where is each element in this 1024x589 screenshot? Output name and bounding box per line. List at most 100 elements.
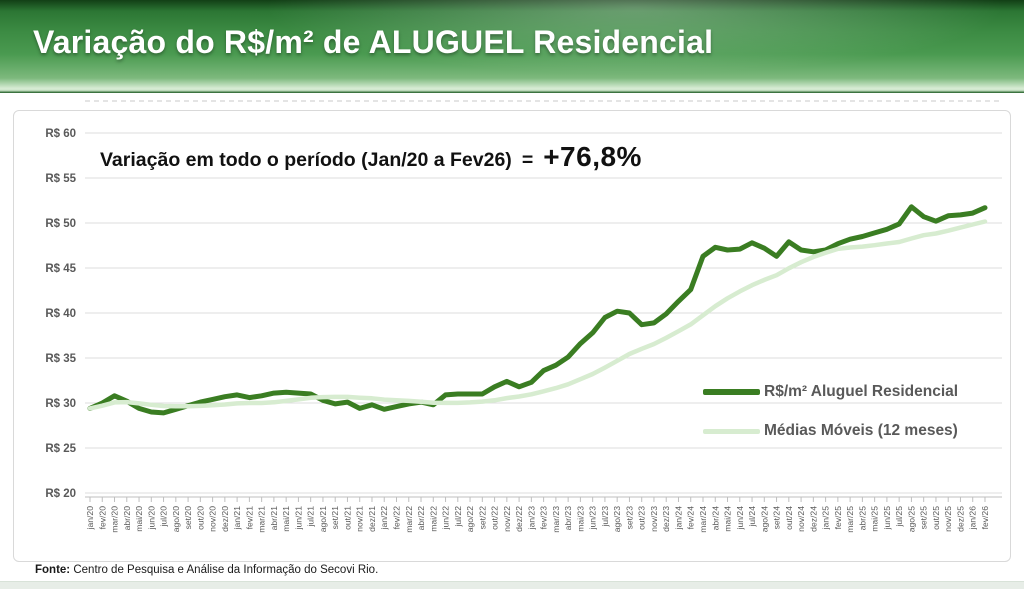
y-axis-tick-label: R$ 20 [45,488,76,500]
x-axis-tick-label: fev/26 [980,506,990,530]
x-axis-tick-label: out/25 [931,506,941,530]
x-axis-tick-label: jul/22 [453,506,463,528]
x-axis-tick-label: abr/22 [416,506,426,531]
x-axis-tick-label: jun/22 [441,506,451,531]
x-axis-tick-label: mar/21 [257,506,267,533]
x-axis-tick-label: mai/23 [575,506,585,532]
y-axis-tick-label: R$ 60 [45,128,76,140]
x-axis-tick-label: dez/21 [367,506,377,532]
x-axis-tick-label: nov/23 [649,506,659,532]
page-title: Variação do R$/m² de ALUGUEL Residencial [33,24,714,60]
x-axis-tick-label: dez/25 [955,506,965,532]
x-axis-tick-label: mai/22 [428,506,438,532]
x-axis-tick-label: abr/20 [122,506,132,531]
x-axis-tick-label: nov/21 [355,506,365,532]
x-axis-tick-label: out/20 [195,506,205,530]
annotation-text: Variação em todo o período (Jan/20 a Fev… [100,149,512,171]
x-axis-tick-label: abr/21 [269,506,279,531]
y-axis-tick-label: R$ 50 [45,218,76,230]
y-axis-tick-label: R$ 25 [45,443,76,455]
series-moving-avg-line [87,219,988,411]
x-axis-tick-label: fev/22 [392,506,402,530]
x-axis-tick-label: abr/23 [563,506,573,531]
x-axis-tick-label: mar/24 [698,506,708,533]
x-axis-tick-label: jul/24 [747,506,757,528]
x-axis-tick-label: jul/20 [159,506,169,528]
x-axis-tick-label: jun/23 [588,506,598,531]
x-axis-tick-label: mai/20 [134,506,144,532]
x-axis-tick-label: out/23 [637,506,647,530]
x-axis-tick-label: abr/24 [710,506,720,531]
x-axis-tick-label: dez/20 [220,506,230,532]
x-axis-tick-label: dez/23 [661,506,671,532]
x-axis-tick-label: mai/21 [281,506,291,532]
x-axis-tick-label: mar/23 [551,506,561,533]
x-axis-tick-label: jan/20 [85,506,95,531]
y-axis-tick-label: R$ 35 [45,353,76,365]
x-axis-tick-label: set/21 [330,506,340,530]
x-axis-tick-label: mar/25 [845,506,855,533]
annotation-equals: = [521,149,534,171]
x-axis-tick-label: out/21 [342,506,352,530]
source-note: Fonte: Centro de Pesquisa e Análise da I… [35,564,378,576]
x-axis-tick-label: out/24 [784,506,794,530]
x-axis-tick-label: mar/22 [404,506,414,533]
y-axis-tick-label: R$ 55 [45,173,76,185]
x-axis-tick-label: jan/26 [968,506,978,531]
bottom-strip [0,581,1024,589]
y-axis-tick-label: R$ 40 [45,308,76,320]
x-axis-tick-label: ago/22 [465,506,475,533]
x-axis-tick-label: fev/23 [539,506,549,530]
x-axis-tick-label: set/25 [919,506,929,530]
x-axis-tick-label: ago/24 [759,506,769,533]
x-axis-tick-label: ago/20 [171,506,181,533]
x-axis-tick-label: fev/24 [686,506,696,530]
x-axis-tick-label: fev/25 [833,506,843,530]
x-axis-tick-label: out/22 [490,506,500,530]
legend-label-main: R$/m² Aluguel Residencial [764,383,959,400]
x-axis-tick-label: nov/24 [796,506,806,532]
source-text: Centro de Pesquisa e Análise da Informaç… [73,564,379,576]
x-axis-tick-label: dez/24 [808,506,818,532]
x-axis-tick-label: mai/24 [723,506,733,532]
x-axis-tick-label: fev/20 [97,506,107,530]
x-axis-tick-label: set/24 [772,506,782,530]
x-axis-tick-label: set/22 [477,506,487,530]
x-axis-tick-label: ago/25 [906,506,916,533]
x-axis-tick-label: jun/20 [146,506,156,531]
x-axis-tick-label: nov/25 [943,506,953,532]
legend-item-aluguel: R$/m² Aluguel Residencial [703,381,958,403]
chart-legend: R$/m² Aluguel Residencial Médias Móveis … [703,381,958,459]
legend-swatch-main-line [703,389,760,395]
x-axis-tick-label: fev/21 [244,506,254,530]
x-axis-tick-label: set/23 [624,506,634,530]
x-axis-tick-label: dez/22 [514,506,524,532]
x-axis-tick-label: jun/25 [882,506,892,531]
x-axis-tick-label: nov/20 [208,506,218,532]
header-bar: Variação do R$/m² de ALUGUEL Residencial [0,0,1024,93]
chart-container [13,110,1011,562]
x-axis-tick-label: jan/23 [526,506,536,531]
x-axis-tick-label: ago/23 [612,506,622,533]
x-axis-tick-label: mar/20 [110,506,120,533]
series-aluguel-line [87,204,988,416]
x-axis-tick-label: jan/24 [673,506,683,531]
x-axis-tick-label: abr/25 [857,506,867,531]
x-axis-tick-label: jan/22 [379,506,389,531]
x-axis-tick-label: ago/21 [318,506,328,533]
x-axis-tick-label: jul/21 [306,506,316,528]
x-axis-tick-label: nov/22 [502,506,512,532]
legend-swatch-moving-avg-line [703,428,760,434]
x-axis-tick-label: jun/24 [735,506,745,531]
annotation-value: +76,8% [543,141,642,172]
x-axis-tick-label: jan/25 [821,506,831,531]
x-axis-tick-label: mai/25 [870,506,880,532]
variation-annotation: Variação em todo o período (Jan/20 a Fev… [100,141,642,173]
x-axis-tick-label: jan/21 [232,506,242,531]
x-axis-tick-label: jul/25 [894,506,904,528]
legend-item-medias-moveis: Médias Móveis (12 meses) [703,420,958,442]
y-axis-tick-label: R$ 45 [45,263,76,275]
source-label: Fonte: [35,564,71,576]
